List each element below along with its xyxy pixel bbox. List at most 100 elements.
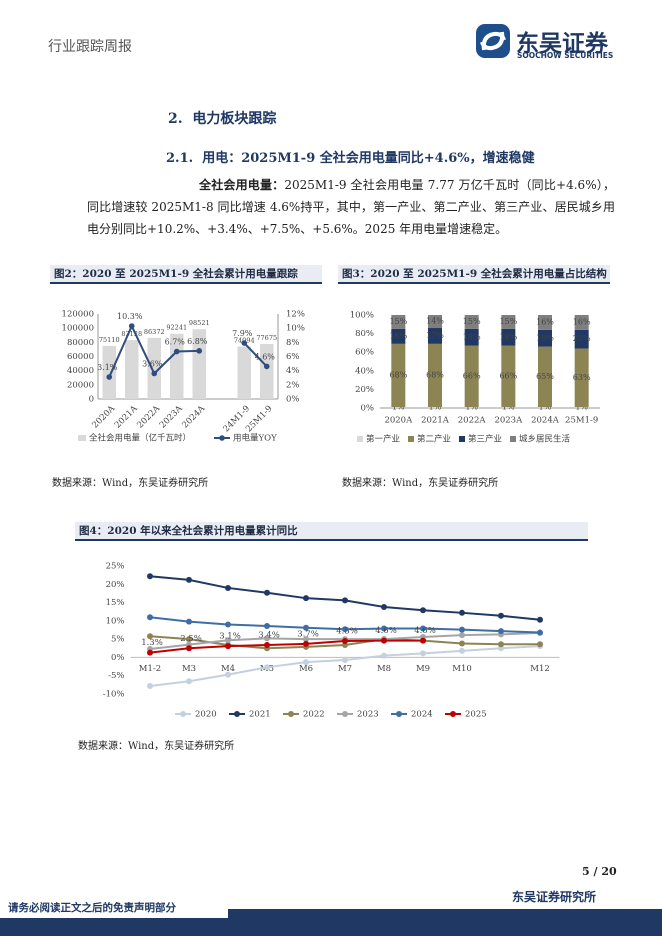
bar-label: 75110	[99, 336, 120, 344]
line-marker	[264, 641, 270, 648]
report-type: 行业跟踪周报	[48, 39, 132, 55]
line-marker	[303, 636, 309, 643]
y-tick-label: 20000	[67, 380, 94, 390]
line-marker	[537, 629, 543, 636]
y-tick-label: 0	[89, 395, 94, 405]
line-label: 4.5%	[336, 626, 358, 636]
line-label: 7.9%	[232, 329, 253, 338]
segment-label: 63%	[573, 373, 591, 382]
segment-label: 66%	[499, 371, 517, 380]
line-marker	[186, 618, 192, 625]
bar	[237, 346, 251, 399]
line-marker	[381, 652, 387, 659]
line-marker	[342, 656, 348, 663]
line-marker	[381, 603, 387, 610]
line-marker	[303, 595, 309, 602]
line-marker	[459, 640, 465, 647]
bar-segment	[391, 407, 406, 408]
paragraph-lead: 全社会用电量：	[199, 178, 285, 192]
x-tick-label: M7	[338, 664, 352, 674]
line-marker	[303, 624, 309, 631]
bar-segment	[501, 407, 516, 408]
y-tick-label: 2%	[286, 380, 300, 390]
section-title: 2. 电力板块跟踪	[168, 111, 277, 127]
y-tick-label: 60%	[355, 348, 374, 358]
y-tick-label: 80000	[67, 338, 94, 348]
bar-segment	[574, 315, 589, 330]
line-marker	[128, 323, 135, 329]
line-label: 10.3%	[117, 312, 143, 321]
y-tick-label: 5%	[111, 635, 125, 645]
legend-swatch	[288, 711, 294, 717]
bar-segment	[538, 315, 552, 330]
segment-label: 18%	[499, 332, 517, 341]
line-marker	[381, 637, 387, 644]
line-marker	[147, 614, 153, 621]
y-tick-label: 20%	[106, 580, 125, 590]
line-marker	[498, 628, 504, 635]
y-tick-label: 4%	[286, 366, 300, 376]
line-marker	[537, 641, 543, 648]
footer-tab	[0, 896, 228, 918]
line-label: 4.6%	[375, 626, 397, 636]
segment-label: 18%	[536, 333, 554, 342]
line-marker	[264, 664, 270, 671]
figure-source: 数据来源：Wind，东吴证券研究所	[342, 478, 499, 489]
line-label: 3.4%	[258, 630, 280, 640]
line-marker	[225, 621, 231, 628]
segment-label: 15%	[389, 317, 407, 326]
line-label: 4.6%	[255, 352, 276, 361]
bar-segment	[464, 315, 479, 329]
line-marker	[264, 622, 270, 629]
disclaimer: 请务必阅读正文之后的免责声明部分	[8, 902, 176, 914]
legend-label: 2021	[249, 710, 271, 720]
page-number: 5 / 20	[582, 865, 617, 878]
segment-label: 16%	[536, 317, 554, 326]
bar	[125, 340, 139, 399]
bar	[170, 333, 184, 399]
legend-swatch	[78, 435, 86, 441]
line-marker	[537, 616, 543, 623]
segment-label: 15%	[463, 317, 481, 326]
y-tick-label: 0%	[361, 404, 375, 414]
section-subtitle: 2.1. 用电：2025M1-9 全社会用电量同比+4.6%，增速稳健	[166, 151, 535, 166]
line-marker	[459, 626, 465, 633]
bar	[102, 345, 116, 399]
line-label: 3.6%	[142, 360, 163, 369]
line-marker	[186, 576, 192, 583]
line-marker	[173, 348, 180, 355]
x-tick-label: 25M1-9	[565, 416, 598, 426]
y-tick-label: 10%	[106, 616, 125, 626]
legend-label: 第一产业	[366, 434, 400, 445]
bar-segment	[428, 315, 442, 329]
bar	[147, 337, 161, 399]
bar-segment	[464, 328, 479, 346]
line-marker	[151, 370, 158, 377]
line-marker	[381, 625, 387, 632]
footer-org: 东吴证券研究所	[512, 890, 597, 904]
legend-label: 2023	[357, 710, 379, 720]
segment-label: 15%	[499, 317, 517, 326]
segment-label: 68%	[426, 370, 444, 379]
x-tick-label: M1-2	[139, 664, 161, 674]
line-marker	[420, 650, 426, 657]
segment-label: 66%	[463, 371, 481, 380]
line-label: 3.1%	[219, 632, 241, 642]
figure-title: 图4：2020 年以来全社会累计用电量累计同比	[75, 522, 588, 541]
segment-label: 17%	[426, 331, 444, 340]
line-label: 6.8%	[187, 337, 208, 346]
segment-label: 14%	[426, 317, 444, 326]
x-tick-label: 2024A	[531, 416, 560, 426]
line-marker	[420, 625, 426, 632]
x-tick-label: 2022A	[135, 403, 162, 430]
line-marker	[147, 573, 153, 580]
x-tick-label: 2020A	[384, 416, 413, 426]
x-tick-label: M6	[299, 664, 313, 674]
bar-label: 92241	[166, 324, 187, 332]
x-tick-label: M10	[452, 664, 472, 674]
line-marker	[459, 632, 465, 639]
legend-label: 2024	[411, 710, 433, 720]
line-marker	[459, 609, 465, 616]
line-marker	[186, 678, 192, 685]
